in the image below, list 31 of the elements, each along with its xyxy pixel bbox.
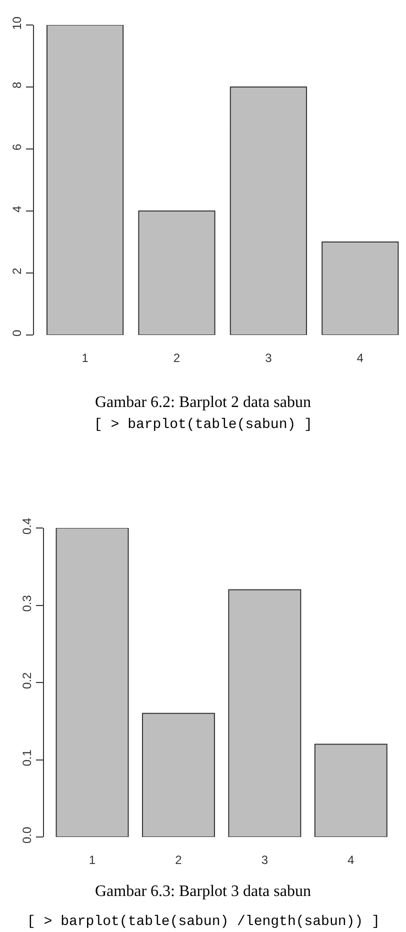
y-tick-label: 0.2 <box>20 672 34 690</box>
bar <box>322 242 399 335</box>
bar <box>56 528 129 837</box>
x-tick-label: 4 <box>356 351 364 365</box>
bar <box>228 589 302 837</box>
y-tick-label: 0 <box>10 330 24 337</box>
x-tick-label: 1 <box>88 853 96 867</box>
bar <box>314 744 388 837</box>
y-tick-label: 0.1 <box>20 749 34 766</box>
x-tick-label: 4 <box>348 853 355 867</box>
y-tick-label: 0.3 <box>20 594 34 612</box>
text: Gambar 6.3: Barplot 3 data sabun <box>95 883 311 900</box>
bar <box>142 712 215 837</box>
x-tick-label: 3 <box>261 853 268 867</box>
y-tick-label: 8 <box>10 82 24 89</box>
x-tick-label: 2 <box>175 853 182 867</box>
x-tick-label: 1 <box>82 351 89 365</box>
bar <box>46 25 124 335</box>
text: [ > barplot(table(sabun) ] <box>94 417 312 433</box>
y-tick-label: 2 <box>10 268 24 275</box>
text: Gambar 6.2: Barplot 2 data sabun <box>95 394 311 411</box>
x-tick-label: 2 <box>173 351 180 365</box>
x-tick-label: 3 <box>265 351 272 365</box>
y-tick-label: 0.0 <box>20 826 34 844</box>
text: [ > barplot(table(sabun) /length(sabun)) ] <box>27 914 380 930</box>
bar <box>230 86 307 335</box>
y-tick-label: 4 <box>10 206 24 213</box>
y-tick-label: 10 <box>10 16 24 30</box>
y-tick-label: 6 <box>10 144 24 151</box>
y-tick-label: 0.4 <box>20 518 34 535</box>
bar <box>138 210 216 335</box>
